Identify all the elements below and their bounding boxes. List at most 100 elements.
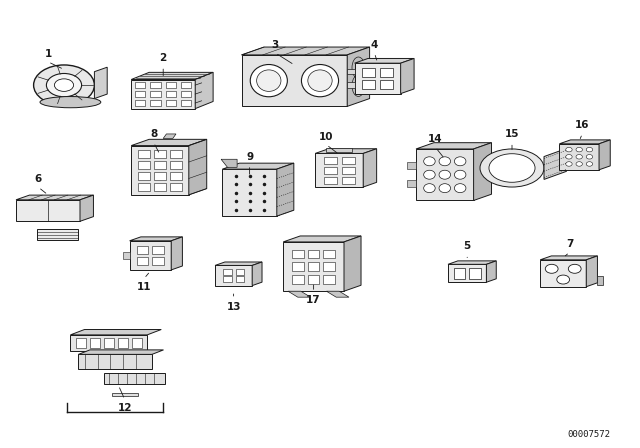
Bar [324,157,337,164]
Bar [454,268,465,279]
Polygon shape [559,144,599,170]
Bar [380,68,393,77]
Ellipse shape [566,155,572,159]
Text: 4: 4 [371,40,378,50]
Polygon shape [599,140,611,170]
Ellipse shape [250,65,287,97]
Polygon shape [172,237,182,270]
Polygon shape [288,291,310,297]
Polygon shape [104,373,165,384]
Polygon shape [326,291,349,297]
Bar [407,162,416,169]
Polygon shape [540,256,598,260]
Bar [152,257,164,265]
Polygon shape [223,169,277,216]
Bar [380,80,393,89]
Polygon shape [559,140,611,144]
Ellipse shape [308,70,332,91]
Ellipse shape [424,184,435,193]
Ellipse shape [439,157,451,166]
Text: 1: 1 [44,49,52,59]
Polygon shape [189,139,207,195]
Bar [308,275,319,284]
Text: 17: 17 [307,295,321,305]
Polygon shape [16,200,80,221]
Ellipse shape [576,147,582,152]
Bar [138,183,150,191]
Bar [181,82,191,88]
Polygon shape [355,63,401,94]
Ellipse shape [257,70,281,91]
Ellipse shape [586,155,593,159]
Bar [166,91,176,97]
Ellipse shape [34,65,95,105]
Bar [104,338,114,348]
Polygon shape [364,149,376,187]
Bar [342,157,355,164]
Bar [308,250,319,258]
Polygon shape [344,236,361,291]
Ellipse shape [46,73,82,97]
Bar [150,100,161,106]
Text: 00007572: 00007572 [567,430,611,439]
Text: 6: 6 [35,174,42,184]
Bar [236,269,244,275]
Bar [236,276,244,282]
Bar [123,252,129,259]
Polygon shape [80,195,93,221]
Bar [137,257,148,265]
Text: 13: 13 [227,302,241,312]
Bar [347,69,355,74]
Bar [137,246,148,254]
Polygon shape [355,59,414,63]
Bar [154,161,166,169]
Polygon shape [131,72,213,79]
Polygon shape [79,350,164,354]
Polygon shape [215,262,262,265]
Polygon shape [16,195,93,200]
Text: 15: 15 [505,129,519,139]
Polygon shape [215,265,252,286]
Bar [323,262,335,271]
Ellipse shape [568,264,581,273]
Bar [166,100,176,106]
Ellipse shape [54,79,74,91]
Bar [138,161,150,169]
Polygon shape [401,59,414,94]
Bar [135,100,145,106]
Polygon shape [195,72,213,108]
Polygon shape [70,330,161,335]
Bar [181,91,191,97]
Bar [132,338,142,348]
Text: 5: 5 [463,241,471,251]
Polygon shape [36,229,79,240]
Polygon shape [221,159,237,168]
Text: 7: 7 [566,239,573,249]
Ellipse shape [301,65,339,97]
Text: 16: 16 [575,121,589,130]
Bar [154,183,166,191]
Ellipse shape [424,170,435,179]
Bar [154,172,166,180]
Polygon shape [448,261,496,264]
Polygon shape [70,335,147,350]
Polygon shape [277,163,294,216]
Bar [223,276,232,282]
Polygon shape [283,236,361,242]
Bar [292,262,304,271]
Polygon shape [586,256,598,287]
Polygon shape [283,242,344,291]
Bar [112,393,138,396]
Ellipse shape [576,155,582,159]
Bar [181,100,191,106]
Ellipse shape [586,162,593,166]
Polygon shape [131,79,195,108]
Polygon shape [129,237,182,241]
Polygon shape [129,241,172,270]
Bar [90,338,100,348]
Polygon shape [131,139,207,146]
Bar [326,148,352,152]
Bar [118,338,128,348]
Polygon shape [316,153,364,187]
Text: 10: 10 [319,132,333,142]
